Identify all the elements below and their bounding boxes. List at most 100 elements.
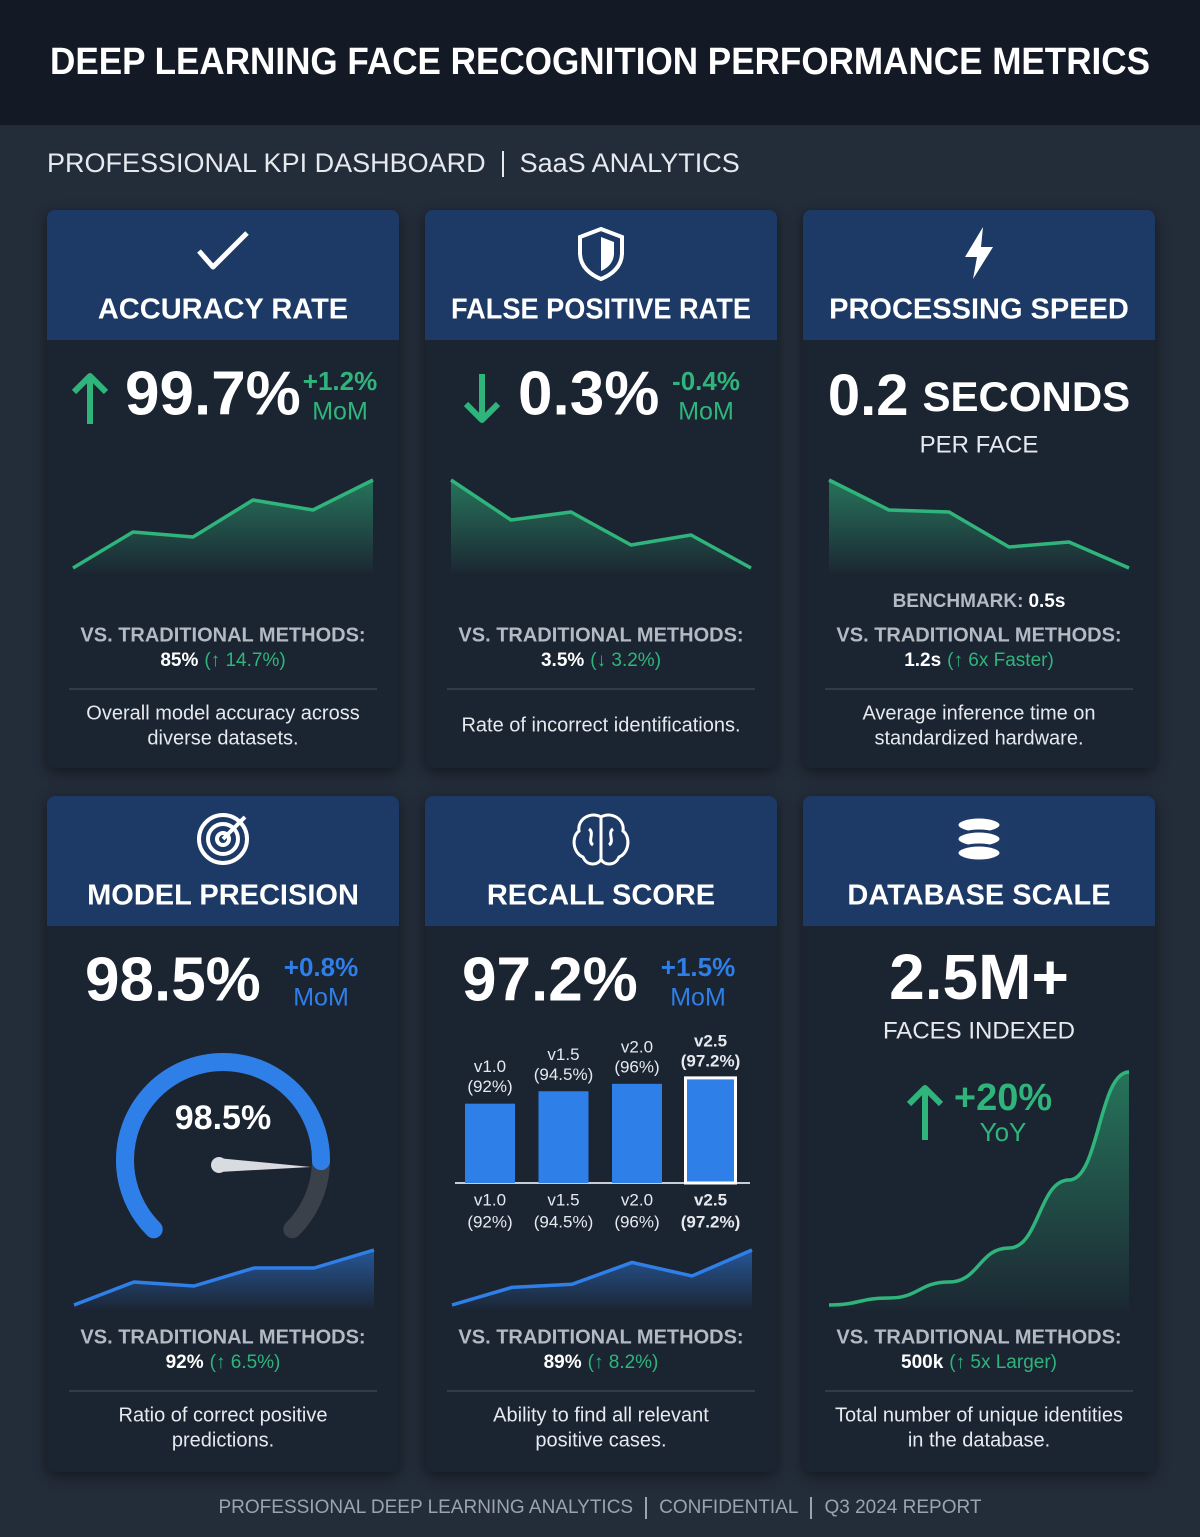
subtitle: PROFESSIONAL KPI DASHBOARD SaaS ANALYTIC… [47,148,740,179]
description: diverse datasets. [147,727,298,749]
bar-value-label: (96%) [614,1057,659,1076]
trend-area [451,480,751,572]
footer-part: Q3 2024 REPORT [824,1497,982,1518]
kpi-value: 97.2% [462,945,638,1014]
kpi-value: 2.5M+ [889,941,1069,1013]
kpi-number: 0.2 [828,363,909,428]
kpi-value: 0.3% [518,359,659,428]
comparison-value: 92% [166,1352,204,1373]
benchmark-value: 0.5s [1028,591,1065,612]
card-title: RECALL SCORE [487,880,715,912]
kpi-change: +1.5% [661,952,735,982]
comparison: 3.5% (↓ 3.2%) [541,650,661,671]
trend-area [74,1250,374,1309]
icon [955,815,1003,863]
trend-arrowhead [906,1085,944,1107]
axis-category: v2.0 [621,1190,653,1209]
comparison-label: VS. TRADITIONAL METHODS: [80,624,365,646]
kpi-value: 0.2 SECONDS [828,363,1130,428]
header-bar: DEEP LEARNING FACE RECOGNITION PERFORMAN… [0,0,1200,125]
card-canvas: DATABASE SCALE 2.5M+ FACES INDEXED +20%YoY V… [803,796,1155,1451]
trend-area [452,1250,752,1309]
axis-category: v1.5 [547,1190,579,1209]
check-icon [197,231,249,270]
target-arrow [221,815,247,841]
database-icon [955,843,1003,863]
bar-category: v2.0 [621,1037,653,1056]
gauge-label: 98.5% [175,1099,271,1137]
separator [645,1497,648,1519]
bar-value-label: (92%) [467,1077,512,1096]
kpi-change: -0.4% [672,366,740,396]
kpi-period: MoM [293,984,349,1012]
bar-category: v1.0 [474,1057,506,1076]
kpi-card: PROCESSING SPEED 0.2 SECONDS PER FACE BENCHM… [803,210,1155,768]
icon [197,231,249,270]
kpi-change: +0.8% [284,952,358,982]
icon [965,227,993,279]
bar-value-label: (94.5%) [534,1065,594,1084]
subtitle-part: PROFESSIONAL KPI DASHBOARD [47,148,486,178]
kpi-card: DATABASE SCALE 2.5M+ FACES INDEXED +20% YoY V… [803,796,1155,1472]
card-header [803,210,1155,340]
trend-arrowhead [71,373,109,395]
subtitle-part: SaaS ANALYTICS [519,148,740,178]
kpi-period: MoM [678,398,734,426]
needle-hub [211,1157,227,1173]
description: in the database. [908,1429,1050,1451]
kpi-card: ACCURACY RATE 99.7% +1.2% MoM VS. TRADITIONA… [47,210,399,768]
description: Ratio of correct positive [119,1404,328,1426]
target-icon [215,831,231,847]
benchmark-label: BENCHMARK: [893,591,1024,612]
bar [612,1083,662,1183]
kpi-period: YoY [980,1117,1027,1147]
description: Ability to find all relevant [493,1404,709,1426]
card-title: FALSE POSITIVE RATE [451,294,751,326]
card-canvas: MODEL PRECISION 98.5% +0.8%MoM 98.5% VS. TRA… [47,796,399,1451]
benchmark: BENCHMARK: 0.5s [893,591,1066,612]
comparison-change: (↑ 6.5%) [210,1352,281,1373]
bar [465,1103,515,1183]
kpi-period: MoM [670,984,726,1012]
description: standardized hardware. [874,727,1083,749]
bar [684,1076,737,1185]
axis-category: v2.5 [694,1190,727,1209]
footer-part: PROFESSIONAL DEEP LEARNING ANALYTICS [218,1497,634,1518]
card-canvas: ACCURACY RATE 99.7% +1.2%MoM VS. TRADITIONA… [47,210,399,749]
trend-line [73,1248,375,1307]
bar-category: v2.5 [694,1031,727,1050]
comparison-change: (↑ 6x Faster) [947,650,1054,671]
trend-area [829,480,1129,572]
comparison-label: VS. TRADITIONAL METHODS: [458,1326,743,1348]
kpi-unit: SECONDS [922,373,1130,420]
axis-value-label: (92%) [467,1212,512,1231]
kpi-period: MoM [312,398,368,426]
bar-value-label: (97.2%) [681,1051,741,1070]
kpi-value: 98.5% [85,945,261,1014]
card-title: DATABASE SCALE [847,880,1110,912]
comparison-change: (↑ 8.2%) [588,1352,659,1373]
card-title: MODEL PRECISION [87,880,359,912]
bar-category: v1.5 [547,1045,579,1064]
card-header [47,210,399,340]
icon [578,226,624,282]
trend-line [72,478,374,570]
comparison-label: VS. TRADITIONAL METHODS: [80,1326,365,1348]
trend-line [828,478,1130,570]
trend-area [829,1072,1129,1309]
description: predictions. [172,1429,274,1451]
footer: PROFESSIONAL DEEP LEARNING ANALYTICS CON… [0,1497,1200,1519]
comparison-value: 1.2s [904,650,941,671]
icon [572,813,630,866]
comparison-value: 3.5% [541,650,584,671]
comparison: 89% (↑ 8.2%) [544,1352,659,1373]
kpi-value: 99.7% [125,359,301,428]
comparison: 500k (↑ 5x Larger) [901,1352,1057,1373]
comparison-label: VS. TRADITIONAL METHODS: [458,624,743,646]
comparison: 1.2s (↑ 6x Faster) [904,650,1054,671]
comparison-value: 89% [544,1352,582,1373]
card-canvas: FALSE POSITIVE RATE 0.3% -0.4%MoM VS. TRADI… [425,210,777,736]
brain-icon [572,813,630,866]
comparison-label: VS. TRADITIONAL METHODS: [836,1326,1121,1348]
trend-line [828,1070,1130,1307]
